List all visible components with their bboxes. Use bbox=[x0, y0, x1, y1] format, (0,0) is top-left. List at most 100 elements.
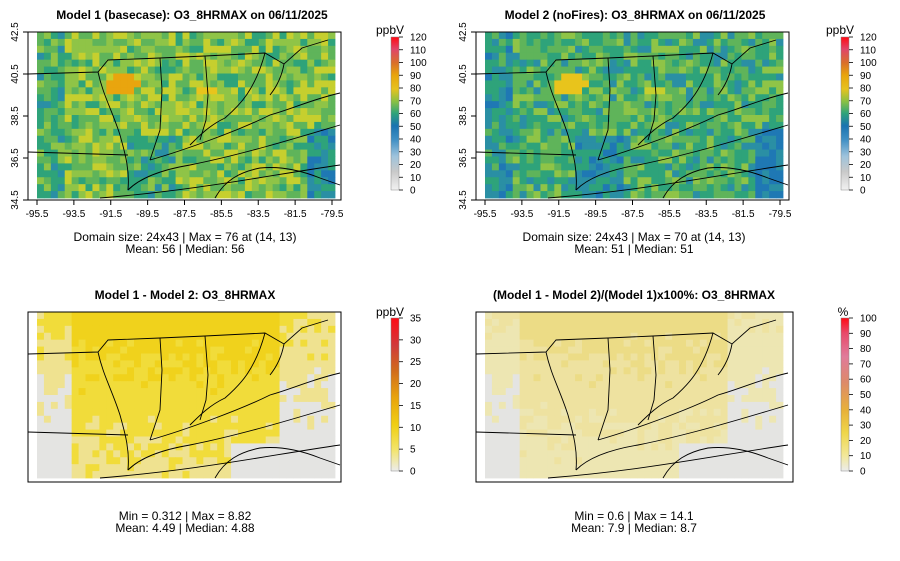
grid-cell bbox=[210, 332, 218, 341]
grid-cell bbox=[258, 45, 267, 54]
grid-cell bbox=[293, 436, 301, 444]
grid-cell bbox=[720, 66, 728, 74]
grid-cell bbox=[147, 184, 156, 192]
grid-cell bbox=[637, 32, 645, 40]
grid-cell bbox=[237, 80, 246, 88]
grid-cell bbox=[699, 415, 708, 424]
grid-cell bbox=[154, 436, 163, 444]
grid-cell bbox=[217, 45, 225, 54]
grid-cell bbox=[113, 191, 121, 199]
grid-cell bbox=[658, 346, 666, 354]
grid-cell bbox=[706, 101, 715, 109]
grid-cell bbox=[595, 471, 604, 479]
grid-cell bbox=[540, 170, 548, 178]
grid-cell bbox=[685, 45, 694, 54]
grid-cell bbox=[307, 471, 315, 479]
grid-cell bbox=[644, 121, 652, 130]
grid-cell bbox=[120, 401, 128, 410]
grid-cell bbox=[78, 135, 86, 144]
grid-cell bbox=[57, 388, 66, 396]
grid-cell bbox=[609, 443, 618, 451]
grid-cell bbox=[300, 59, 308, 67]
grid-cell bbox=[609, 436, 618, 444]
grid-cell bbox=[533, 408, 541, 417]
grid-cell bbox=[265, 374, 274, 382]
grid-cell bbox=[140, 80, 149, 88]
grid-cell bbox=[554, 163, 562, 171]
grid-cell bbox=[547, 464, 555, 472]
grid-cell bbox=[498, 191, 507, 199]
grid-cell bbox=[71, 156, 79, 164]
grid-cell bbox=[582, 135, 590, 144]
grid-cell bbox=[568, 32, 576, 40]
grid-cell bbox=[57, 66, 66, 74]
grid-cell bbox=[491, 429, 500, 437]
grid-cell bbox=[554, 395, 562, 403]
grid-cell bbox=[106, 87, 114, 95]
grid-cell bbox=[685, 353, 694, 361]
grid-cell bbox=[57, 374, 66, 382]
grid-cell bbox=[231, 191, 239, 199]
grid-cell bbox=[328, 135, 336, 144]
grid-cell bbox=[57, 318, 66, 327]
grid-cell bbox=[665, 325, 673, 334]
grid-cell bbox=[300, 360, 308, 368]
grid-cell bbox=[203, 52, 211, 61]
grid-cell bbox=[776, 32, 784, 40]
grid-cell bbox=[85, 325, 93, 334]
grid-cell bbox=[595, 395, 604, 403]
grid-cell bbox=[196, 87, 204, 95]
grid-cell bbox=[616, 436, 624, 444]
grid-cell bbox=[182, 422, 190, 430]
grid-cell bbox=[293, 191, 301, 199]
grid-cell bbox=[595, 156, 604, 164]
grid-cell bbox=[616, 66, 624, 74]
grid-cell bbox=[485, 422, 493, 430]
grid-cell bbox=[37, 318, 45, 327]
grid-cell bbox=[665, 388, 673, 396]
grid-cell bbox=[307, 87, 315, 95]
grid-cell bbox=[762, 191, 770, 199]
grid-cell bbox=[307, 408, 315, 417]
grid-cell bbox=[293, 45, 301, 54]
grid-cell bbox=[175, 374, 183, 382]
grid-cell bbox=[679, 325, 687, 334]
grid-cell bbox=[272, 388, 280, 396]
grid-cell bbox=[526, 415, 534, 424]
grid-cell bbox=[568, 94, 576, 102]
grid-cell bbox=[217, 353, 225, 361]
grid-cell bbox=[272, 464, 280, 472]
grid-cell bbox=[651, 52, 659, 61]
grid-cell bbox=[741, 38, 749, 47]
grid-cell bbox=[272, 191, 280, 199]
grid-cell bbox=[762, 381, 770, 389]
grid-cell bbox=[307, 318, 315, 327]
grid-cell bbox=[210, 318, 218, 327]
grid-cell bbox=[168, 101, 176, 109]
grid-cell bbox=[134, 94, 142, 102]
grid-cell bbox=[720, 191, 728, 199]
grid-cell bbox=[300, 38, 308, 47]
grid-cell bbox=[321, 94, 329, 102]
grid-cell bbox=[237, 395, 246, 403]
grid-cell bbox=[561, 388, 569, 396]
grid-cell bbox=[71, 80, 79, 88]
grid-cell bbox=[755, 80, 763, 88]
grid-cell bbox=[685, 464, 694, 472]
grid-cell bbox=[672, 73, 680, 81]
grid-cell bbox=[43, 156, 52, 164]
panel-model2: Model 2 (noFires): O3_8HRMAX on 06/11/20… bbox=[458, 8, 877, 256]
grid-cell bbox=[734, 422, 742, 430]
grid-cell bbox=[491, 457, 500, 465]
grid-cell bbox=[258, 367, 267, 375]
grid-cell bbox=[588, 184, 597, 192]
grid-cell bbox=[547, 73, 555, 81]
grid-cell bbox=[561, 422, 569, 430]
grid-cell bbox=[203, 408, 211, 417]
grid-cell bbox=[526, 450, 534, 458]
grid-cell bbox=[533, 115, 541, 123]
grid-cell bbox=[547, 191, 555, 199]
grid-cell bbox=[568, 360, 576, 368]
grid-cell bbox=[300, 128, 308, 137]
